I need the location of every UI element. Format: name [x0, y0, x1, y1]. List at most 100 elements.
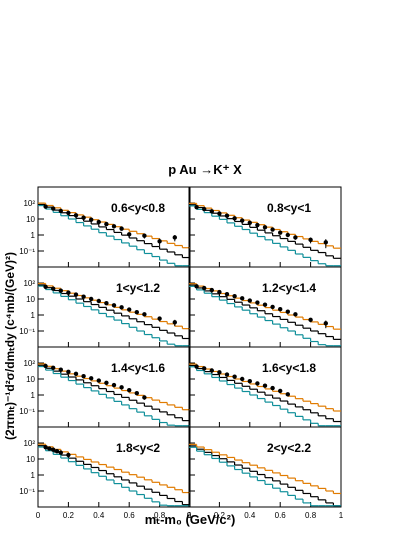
y-tick-label: 1	[31, 231, 36, 240]
data-point	[134, 390, 139, 396]
data-point	[47, 446, 52, 451]
data-point	[323, 240, 328, 245]
data-point	[66, 290, 71, 295]
data-point	[209, 368, 214, 373]
data-point	[270, 227, 275, 232]
panel-title: 1.2<y<1.4	[262, 281, 316, 295]
data-point	[172, 320, 177, 325]
data-point	[247, 378, 252, 384]
y-tick-label: 10⁻¹	[19, 487, 35, 496]
data-point	[127, 387, 132, 393]
data-point	[119, 226, 124, 231]
x-tick-label: 0	[187, 511, 192, 520]
panel-title: 1.6<y<1.8	[262, 361, 316, 375]
data-point	[172, 235, 177, 240]
y-axis-title: (2πmₜ)⁻¹d²σ/dmₜdy (c⁴mb/(GeV)²)	[3, 252, 17, 440]
data-point	[81, 294, 86, 299]
data-point	[293, 235, 298, 240]
data-point	[217, 289, 222, 295]
data-point	[285, 392, 290, 397]
x-tick-label: 0	[36, 511, 41, 520]
data-point	[73, 292, 79, 297]
y-tick-label: 10	[26, 375, 35, 384]
data-point	[104, 380, 109, 385]
data-point	[89, 296, 94, 302]
y-tick-label: 1	[31, 391, 36, 400]
data-point	[43, 204, 48, 209]
data-point	[73, 213, 79, 218]
data-point	[43, 363, 48, 369]
panel-title: 1.8<y<2	[116, 441, 160, 455]
data-point	[194, 284, 199, 289]
data-point	[262, 302, 268, 307]
data-point	[142, 233, 147, 238]
data-point	[111, 224, 117, 229]
y-tick-label: 10	[26, 455, 35, 464]
data-point	[247, 298, 252, 303]
data-point	[58, 208, 63, 214]
y-tick-label: 10	[26, 215, 35, 224]
data-point	[127, 232, 132, 237]
panel-title: 0.6<y<0.8	[111, 201, 165, 215]
data-point	[209, 287, 214, 293]
y-tick-label: 10²	[23, 439, 35, 448]
x-tick-label: 1	[339, 511, 344, 520]
data-point	[194, 204, 199, 210]
data-point	[217, 370, 222, 375]
x-axis-title: mₜ-m₀ (GeV/c²)	[145, 512, 236, 527]
data-point	[323, 321, 328, 326]
data-point	[54, 448, 60, 454]
data-point	[51, 447, 56, 452]
data-point	[58, 450, 63, 455]
data-point	[157, 316, 162, 321]
data-point	[96, 378, 102, 383]
x-tick-label: 0.6	[124, 511, 136, 520]
panel-title: 2<y<2.2	[267, 441, 311, 455]
data-point	[285, 232, 290, 238]
x-tick-label: 0.4	[244, 511, 256, 520]
y-tick-label: 10²	[23, 359, 35, 368]
data-point	[73, 371, 79, 377]
data-point	[285, 309, 290, 314]
data-point	[232, 293, 237, 299]
data-point	[224, 291, 230, 297]
data-point	[255, 381, 260, 386]
data-point	[81, 215, 86, 220]
panel-frame	[37, 426, 191, 508]
y-tick-label: 10⁻¹	[19, 327, 35, 336]
data-point	[66, 369, 71, 375]
data-point	[89, 376, 94, 381]
x-tick-label: 0.6	[275, 511, 287, 520]
data-point	[232, 374, 237, 379]
data-point	[119, 385, 124, 390]
y-tick-label: 10²	[23, 199, 35, 208]
data-point	[278, 307, 283, 312]
data-point	[278, 230, 283, 235]
data-point	[43, 444, 48, 450]
data-point	[202, 285, 207, 291]
data-point	[119, 305, 124, 310]
data-point	[278, 388, 283, 394]
x-tick-label: 0.2	[214, 511, 226, 520]
data-point	[104, 300, 109, 306]
data-point	[308, 317, 313, 323]
data-point	[96, 298, 102, 304]
data-point	[111, 303, 117, 308]
data-point	[194, 364, 199, 369]
x-tick-label: 0.4	[93, 511, 105, 520]
data-point	[247, 220, 252, 225]
data-point	[58, 367, 63, 372]
y-tick-label: 10⁻¹	[19, 247, 35, 256]
data-point	[51, 206, 56, 211]
data-point	[232, 216, 237, 221]
data-point	[202, 366, 207, 371]
data-point	[224, 213, 230, 218]
data-point	[51, 365, 56, 371]
data-point	[209, 209, 214, 214]
data-point	[96, 219, 102, 225]
data-point	[270, 304, 275, 310]
data-point	[293, 312, 298, 317]
data-point	[81, 373, 86, 379]
data-point	[202, 206, 207, 212]
